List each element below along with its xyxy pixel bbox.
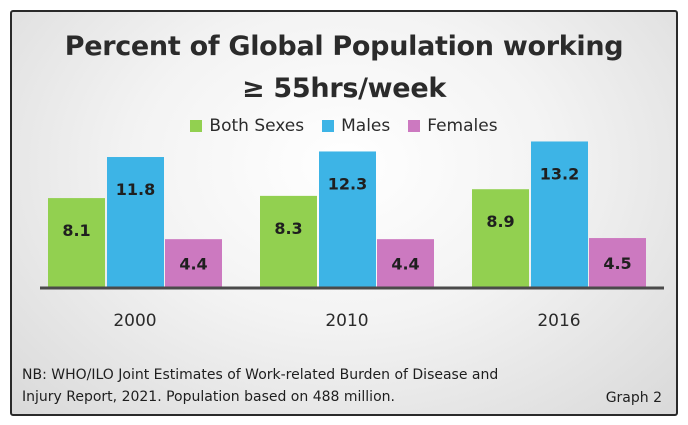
legend-item-males: Males bbox=[322, 116, 390, 136]
legend-swatch-males bbox=[322, 120, 335, 132]
data-label-females-2000: 4.4 bbox=[179, 255, 207, 274]
bar-females-2010 bbox=[377, 239, 434, 288]
data-label-males-2016: 13.2 bbox=[540, 164, 579, 183]
bar-males-2016 bbox=[531, 141, 588, 288]
x-tick-label-2016: 2016 bbox=[537, 311, 580, 331]
data-label-females-2016: 4.5 bbox=[603, 254, 631, 273]
legend-item-females: Females bbox=[408, 116, 498, 136]
x-tick-label-2010: 2010 bbox=[325, 311, 368, 331]
bar-both-sexes-2016 bbox=[472, 189, 529, 288]
chart-title-line1: Percent of Global Population working bbox=[64, 31, 624, 62]
graph-label: Graph 2 bbox=[605, 390, 662, 406]
chart-title-line2: ≥ 55hrs/week bbox=[242, 73, 446, 104]
bar-both-sexes-2010 bbox=[260, 195, 317, 288]
data-label-both-sexes-2000: 8.1 bbox=[62, 221, 90, 240]
bar-females-2016 bbox=[589, 238, 646, 288]
bar-males-2000 bbox=[107, 157, 164, 288]
data-label-males-2000: 11.8 bbox=[116, 180, 155, 199]
source-note: NB: WHO/ILO Joint Estimates of Work-rela… bbox=[22, 364, 498, 408]
legend-swatch-females bbox=[408, 120, 421, 132]
source-note-line1: NB: WHO/ILO Joint Estimates of Work-rela… bbox=[22, 367, 499, 383]
legend-label-females: Females bbox=[427, 116, 498, 136]
chart-legend: Both Sexes Males Females bbox=[0, 116, 688, 136]
legend-label-both-sexes: Both Sexes bbox=[209, 116, 305, 136]
source-note-line2: Injury Report, 2021. Population based on… bbox=[22, 389, 395, 405]
data-label-both-sexes-2016: 8.9 bbox=[486, 212, 514, 231]
bar-both-sexes-2000 bbox=[48, 198, 105, 288]
data-label-both-sexes-2010: 8.3 bbox=[274, 219, 302, 238]
data-label-males-2010: 12.3 bbox=[328, 174, 367, 193]
bar-females-2000 bbox=[165, 239, 222, 288]
legend-swatch-both-sexes bbox=[190, 120, 203, 132]
legend-label-males: Males bbox=[341, 116, 391, 136]
bar-males-2010 bbox=[319, 151, 376, 288]
legend-item-both-sexes: Both Sexes bbox=[190, 116, 304, 136]
data-label-females-2010: 4.4 bbox=[391, 255, 419, 274]
x-tick-label-2000: 2000 bbox=[113, 311, 156, 331]
